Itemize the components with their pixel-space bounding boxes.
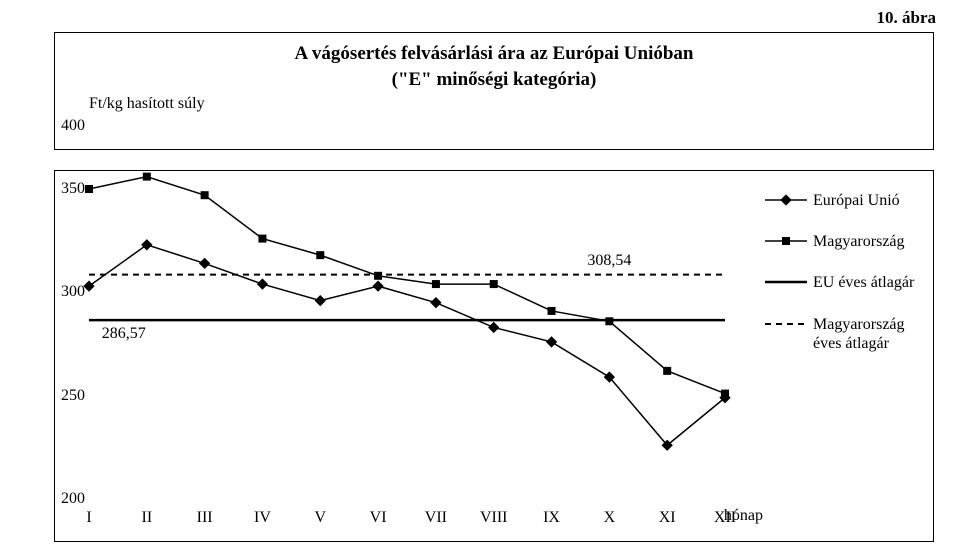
title-panel: A vágósertés felvásárlási ára az Európai…	[54, 32, 934, 150]
chart-title: A vágósertés felvásárlási ára az Európai…	[55, 41, 933, 92]
legend-label: Európai Unió	[813, 191, 900, 210]
y-tick: 200	[55, 490, 85, 508]
x-tick: VI	[370, 509, 387, 527]
x-tick: VII	[425, 509, 447, 527]
legend-label: Magyarországéves átlagár	[813, 315, 905, 353]
title-line-1: A vágósertés felvásárlási ára az Európai…	[295, 43, 694, 64]
x-tick: I	[86, 509, 91, 527]
legend-label: EU éves átlagár	[813, 273, 914, 292]
plot-area: 286,57 308,54	[89, 189, 725, 499]
x-tick: XI	[659, 509, 676, 527]
value-label: 286,57	[102, 325, 146, 343]
x-tick: VIII	[480, 509, 508, 527]
chart-panel: 286,57308,54 hónap Európai Unió Magyaror…	[54, 170, 934, 542]
x-tick: IV	[254, 509, 271, 527]
figure-number: 10. ábra	[877, 8, 937, 28]
value-label: 308,54	[587, 252, 631, 270]
x-tick: III	[197, 509, 213, 527]
legend-item-hu: Magyarország	[765, 232, 925, 251]
x-tick: XII	[714, 509, 736, 527]
y-tick: 250	[55, 387, 85, 405]
y-tick: 350	[55, 180, 85, 198]
legend-item-hu-avg: Magyarországéves átlagár	[765, 315, 925, 353]
y-tick-400: 400	[55, 117, 85, 135]
legend-label: Magyarország	[813, 232, 905, 251]
legend-item-eu: Európai Unió	[765, 191, 925, 210]
y-axis-label-text: Ft/kg hasított súly	[89, 95, 205, 112]
legend: Európai Unió Magyarország EU éves átlagá…	[765, 191, 925, 375]
legend-item-eu-avg: EU éves átlagár	[765, 273, 925, 292]
y-axis-label: Ft/kg hasított súly	[89, 95, 205, 113]
x-tick: X	[604, 509, 616, 527]
chart-page: 10. ábra A vágósertés felvásárlási ára a…	[0, 0, 960, 558]
y-tick: 300	[55, 283, 85, 301]
title-line-2: ("E" minőségi kategória)	[392, 69, 597, 90]
x-tick: II	[141, 509, 152, 527]
x-tick: IX	[543, 509, 560, 527]
x-tick: V	[314, 509, 326, 527]
